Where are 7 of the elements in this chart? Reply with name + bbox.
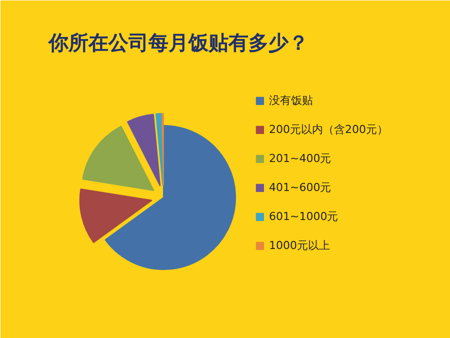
legend-label: 401~600元 bbox=[269, 180, 332, 195]
legend-label: 201~400元 bbox=[269, 151, 332, 166]
legend-label: 1000元以上 bbox=[269, 238, 330, 253]
legend-label: 200元以内（含200元） bbox=[269, 122, 388, 137]
chart-title: 你所在公司每月饭贴有多少？ bbox=[48, 30, 308, 54]
legend-label: 没有饭贴 bbox=[269, 93, 313, 108]
legend-label: 601~1000元 bbox=[269, 209, 338, 224]
